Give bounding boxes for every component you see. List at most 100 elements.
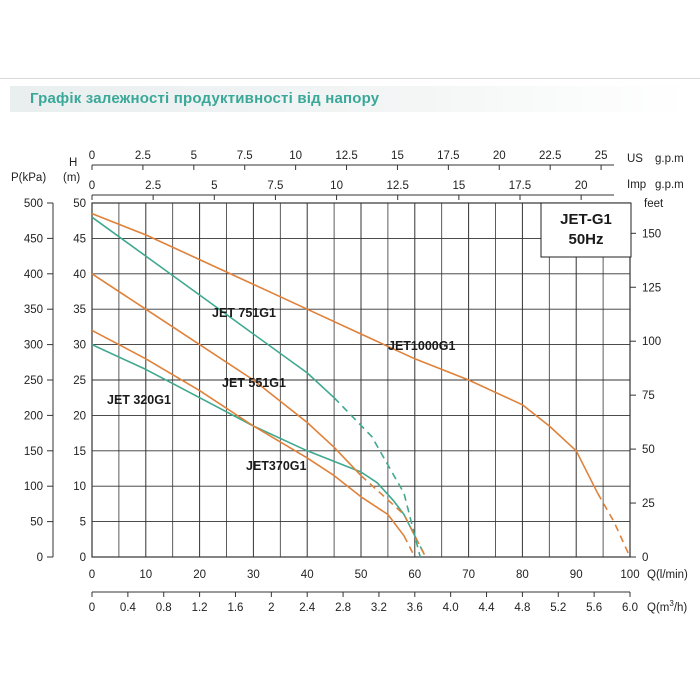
x-lmin-label: Q(l/min): [647, 569, 688, 581]
y-pressure-label: P(kPa): [11, 172, 46, 184]
chart-ticks: 0510152025303540455005010015020025030035…: [24, 150, 661, 614]
y-head-tick-label: 50: [73, 198, 86, 210]
x-m3h-tick-label: 3.2: [371, 602, 387, 614]
y-feet-tick-label: 0: [642, 552, 648, 564]
x-us-tick-label: 0: [89, 150, 95, 162]
y-feet-tick-label: 75: [642, 390, 655, 402]
y-head-tick-label: 40: [73, 269, 86, 281]
y-head-tick-label: 0: [80, 552, 86, 564]
y-head-tick-label: 5: [80, 517, 86, 529]
y-head-tick-label: 20: [73, 410, 86, 422]
x-lmin-tick-label: 80: [516, 569, 529, 581]
x-m3h-tick-label: 3.6: [407, 602, 423, 614]
x-imp-tick-label: 0: [89, 180, 95, 192]
y-feet-tick-label: 150: [642, 228, 661, 240]
series-curve-jet751g1: [91, 216, 335, 399]
x-us-tick-label: 5: [191, 150, 197, 162]
x-us-tick-label: 2.5: [135, 150, 151, 162]
series-label-jet1000g1: JET1000G1: [388, 339, 455, 353]
series-curve-jet370g1: [91, 329, 405, 537]
x-m3h-tick-label: 4.0: [443, 602, 459, 614]
y-pressure-tick-label: 200: [24, 410, 43, 422]
y-head-tick-label: 25: [73, 375, 86, 387]
x-lmin-tick-label: 60: [408, 569, 421, 581]
y-feet-label: feet: [644, 198, 664, 210]
series-curve-dashed-jet551g1: [360, 475, 427, 558]
y-pressure-tick-label: 350: [24, 304, 43, 316]
x-lmin-tick-label: 50: [355, 569, 368, 581]
series-curve-dashed-jet1000g1: [597, 492, 631, 558]
x-us-tick-label: 20: [493, 150, 506, 162]
y-head-label-bottom: (m): [63, 172, 80, 184]
x-lmin-tick-label: 90: [570, 569, 583, 581]
page-title: Графік залежності продуктивності від нап…: [30, 90, 380, 107]
series-curve-dashed-jet751g1: [333, 397, 421, 558]
x-us-label: g.p.m: [655, 153, 684, 165]
series-label-jet551g1: JET 551G1: [222, 376, 286, 390]
y-pressure-tick-label: 150: [24, 446, 43, 458]
x-lmin-tick-label: 40: [301, 569, 314, 581]
title-banner: Графік залежності продуктивності від нап…: [10, 86, 690, 112]
y-head-tick-label: 35: [73, 304, 86, 316]
x-imp-label: g.p.m: [655, 179, 684, 191]
x-imp-tick-label: 15: [452, 180, 465, 192]
x-lmin-tick-label: 100: [620, 569, 639, 581]
chart-grid: [91, 202, 631, 558]
x-us-tick-label: 25: [595, 150, 608, 162]
x-lmin-tick-label: 70: [462, 569, 475, 581]
x-m3h-tick-label: 6.0: [622, 602, 638, 614]
y-head-tick-label: 10: [73, 481, 86, 493]
x-imp-tick-label: 17.5: [509, 180, 531, 192]
x-m3h-tick-label: 5.6: [586, 602, 602, 614]
model-frequency: 50Hz: [568, 231, 603, 248]
y-feet-tick-label: 125: [642, 282, 661, 294]
x-m3h-tick-label: 4.4: [479, 602, 496, 614]
y-feet-tick-label: 100: [642, 336, 661, 348]
x-m3h-tick-label: 1.6: [227, 602, 243, 614]
x-m3h-tick-label: 2: [268, 602, 274, 614]
series-curve-jet1000g1: [91, 212, 599, 494]
x-m3h-tick-label: 0.4: [120, 602, 137, 614]
x-imp-prefix: Imp: [627, 179, 646, 191]
x-lmin-tick-label: 20: [193, 569, 206, 581]
x-m3h-tick-label: 2.8: [335, 602, 351, 614]
y-head-tick-label: 15: [73, 446, 86, 458]
x-us-tick-label: 10: [289, 150, 302, 162]
x-us-tick-label: 22.5: [539, 150, 561, 162]
y-feet-tick-label: 50: [642, 444, 655, 456]
x-lmin-tick-label: 30: [247, 569, 260, 581]
x-m3h-tick-label: 1.2: [192, 602, 208, 614]
y-pressure-tick-label: 250: [24, 375, 43, 387]
series-label-jet751g1: JET 751G1: [212, 306, 276, 320]
x-m3h-tick-label: 0.8: [156, 602, 172, 614]
x-m3h-tick-label: 4.8: [514, 602, 530, 614]
x-us-tick-label: 17.5: [437, 150, 459, 162]
y-feet-tick-label: 25: [642, 498, 655, 510]
x-us-prefix: US: [627, 153, 643, 165]
y-pressure-tick-label: 0: [37, 552, 43, 564]
series-curve-jet551g1: [91, 273, 362, 477]
chart-curves: [91, 212, 631, 558]
x-imp-tick-label: 12.5: [387, 180, 409, 192]
y-head-tick-label: 45: [73, 233, 86, 245]
y-pressure-tick-label: 300: [24, 340, 43, 352]
header-rule: [0, 78, 700, 79]
x-us-tick-label: 15: [391, 150, 404, 162]
x-imp-tick-label: 20: [575, 180, 588, 192]
y-head-label-top: H: [69, 157, 77, 169]
x-imp-tick-label: 7.5: [267, 180, 283, 192]
x-lmin-tick-label: 0: [89, 569, 95, 581]
series-label-jet370g1: JET370G1: [246, 459, 307, 473]
x-m3h-label: Q(m3/h): [647, 599, 687, 614]
series-curve-jet320g1: [91, 343, 416, 537]
y-head-tick-label: 30: [73, 340, 86, 352]
y-pressure-tick-label: 400: [24, 269, 43, 281]
y-pressure-tick-label: 450: [24, 233, 43, 245]
x-lmin-tick-label: 10: [139, 569, 152, 581]
x-m3h-tick-label: 2.4: [299, 602, 316, 614]
x-imp-tick-label: 10: [330, 180, 343, 192]
x-us-tick-label: 7.5: [237, 150, 253, 162]
x-us-tick-label: 12.5: [335, 150, 357, 162]
x-imp-tick-label: 2.5: [145, 180, 161, 192]
